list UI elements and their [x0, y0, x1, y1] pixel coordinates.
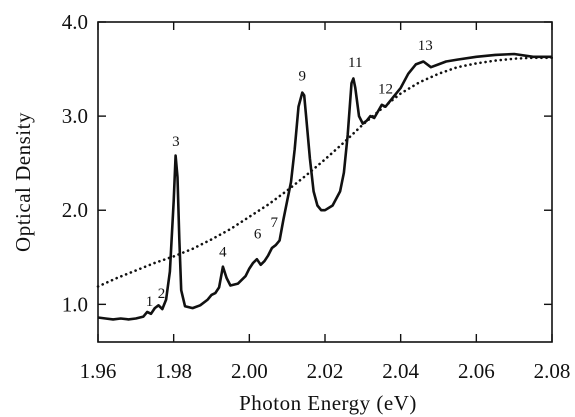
x-tick-label: 2.06 — [458, 359, 495, 383]
y-axis-ticks: 1.0 2.0 3.0 4.0 — [62, 10, 552, 316]
y-tick-label: 1.0 — [62, 292, 88, 316]
peak-label: 2 — [158, 286, 166, 302]
peak-label: 11 — [348, 55, 362, 71]
dotted-series-line — [96, 56, 554, 288]
y-tick-label: 2.0 — [62, 198, 88, 222]
solid-series-line — [97, 52, 552, 321]
series-layer — [96, 52, 554, 321]
y-tick-label: 3.0 — [62, 104, 88, 128]
peak-label: 4 — [219, 244, 227, 260]
y-axis-label: Optical Density — [11, 112, 35, 252]
x-tick-label: 2.00 — [231, 359, 268, 383]
peak-label: 1 — [146, 294, 154, 310]
peak-label: 6 — [254, 226, 262, 242]
peak-label: 9 — [299, 68, 307, 84]
peak-label: 12 — [378, 82, 393, 98]
x-axis-ticks: 1.96 1.98 2.00 2.02 2.04 2.06 2.08 — [80, 22, 571, 383]
peak-label: 13 — [418, 38, 433, 54]
peak-label: 3 — [172, 134, 180, 150]
y-tick-label: 4.0 — [62, 10, 88, 34]
x-tick-label: 2.02 — [307, 359, 344, 383]
x-tick-label: 2.08 — [534, 359, 571, 383]
x-tick-label: 1.96 — [80, 359, 117, 383]
peak-label: 7 — [271, 215, 279, 231]
x-tick-label: 2.04 — [382, 359, 419, 383]
x-axis-label: Photon Energy (eV) — [239, 391, 417, 415]
x-tick-label: 1.98 — [155, 359, 192, 383]
